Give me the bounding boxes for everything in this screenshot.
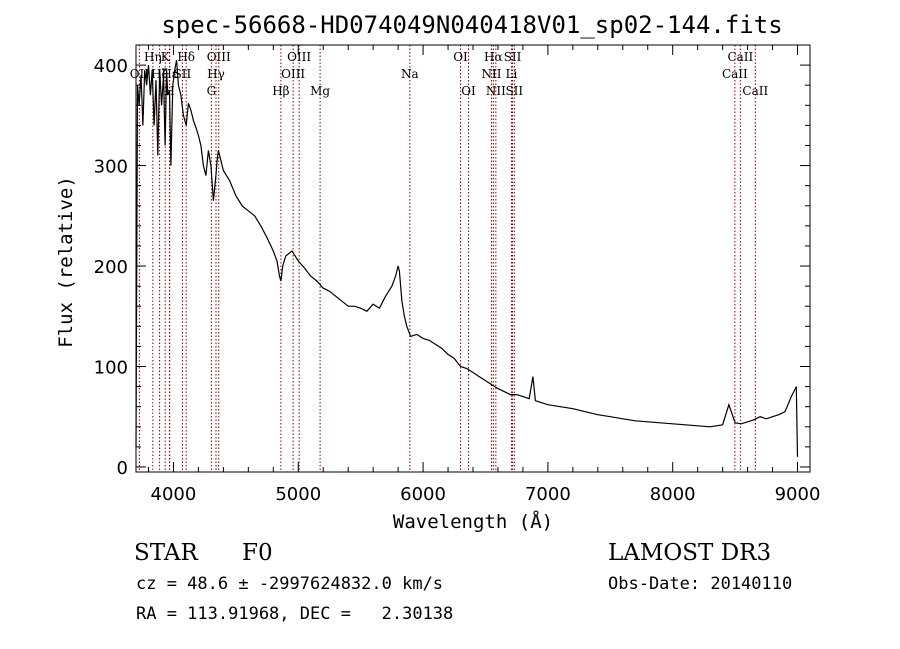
spectral-line-label: K: [161, 50, 171, 64]
spectral-line-label: Hα: [484, 50, 503, 64]
spectral-line-markers: [138, 45, 756, 472]
chart-title: spec-56668-HD074049N040418V01_sp02-144.f…: [161, 11, 782, 39]
x-tick-label: 7000: [525, 484, 571, 505]
spectrum-series: [135, 59, 799, 457]
x-axis-label: Wavelength (Å): [393, 510, 553, 533]
spectral-line-label: Hβ: [272, 84, 289, 98]
y-tick-label: 0: [117, 458, 128, 479]
object-subclass: F0: [242, 540, 273, 566]
spectral-line-label: SII: [505, 84, 523, 98]
spectral-line-label: Li: [506, 67, 518, 81]
spectral-line-label: SII: [504, 50, 522, 64]
spectral-line-label: SII: [174, 67, 192, 81]
y-axis-label: Flux (relative): [55, 176, 77, 348]
spectral-line-label: Na: [401, 67, 419, 81]
x-tick-label: 8000: [650, 484, 696, 505]
spectral-line-label: OI: [461, 84, 476, 98]
spectral-line-label: CaII: [742, 84, 768, 98]
spectral-line-label: Hη: [144, 50, 162, 64]
spectral-line-label: NII: [481, 67, 501, 81]
coordinates-text: RA = 113.91968, DEC = 2.30138: [136, 604, 453, 624]
x-axis-ticks: 4000 5000 6000 7000 8000 9000: [147, 45, 821, 505]
spectral-line-label: CaII: [727, 50, 753, 64]
spectral-line-label: NII: [486, 84, 506, 98]
x-tick-label: 4000: [151, 484, 197, 505]
spectral-line-label: OIII: [287, 50, 311, 64]
spectrum-line: [135, 59, 799, 457]
y-axis-ticks: 0 100 200 300 400: [94, 56, 810, 479]
x-tick-label: 9000: [775, 484, 821, 505]
spectral-line-label: Hδ: [177, 50, 195, 64]
y-tick-label: 400: [94, 56, 128, 77]
x-tick-label: 5000: [275, 484, 321, 505]
object-class: STAR: [134, 540, 198, 566]
spectral-line-label: OI: [453, 50, 468, 64]
survey-name: LAMOST DR3: [608, 540, 771, 566]
y-tick-label: 200: [94, 257, 128, 278]
obs-date: Obs-Date: 20140110: [608, 574, 792, 594]
y-tick-label: 100: [94, 358, 128, 379]
y-tick-label: 300: [94, 157, 128, 178]
spectral-line-label: G: [207, 84, 217, 98]
spectral-line-label: CaII: [722, 67, 748, 81]
spectral-line-label: OIII: [207, 50, 231, 64]
spectral-line-label: Hγ: [207, 67, 225, 81]
redshift-text: cz = 48.6 ± -2997624832.0 km/s: [136, 574, 443, 594]
plot-frame: [135, 44, 811, 473]
spectral-line-label: OIII: [281, 67, 305, 81]
x-tick-label: 6000: [400, 484, 446, 505]
spectral-line-label: Mg: [310, 84, 330, 98]
